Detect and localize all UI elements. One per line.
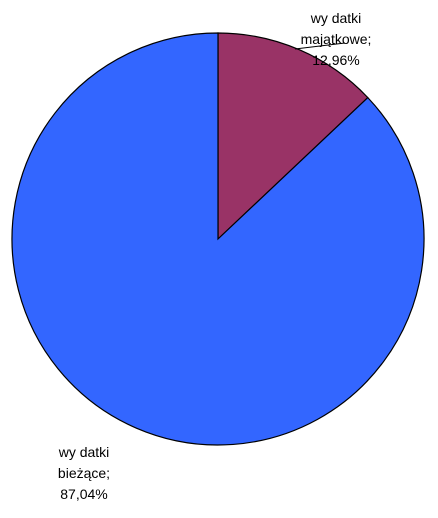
slice-label-majatkowe: wy datki majątkowe; 12,96% [276, 8, 396, 71]
pie-slice-majatkowe [217, 32, 369, 241]
slice-label-line: bieżące; [57, 465, 111, 481]
pie-slices [11, 32, 425, 446]
slice-label-leader-line [294, 42, 346, 50]
slice-label-line: majątkowe; [300, 31, 372, 47]
slice-label-line: wy datki [58, 444, 110, 460]
slice-label-value: 87,04% [60, 486, 108, 502]
slice-label-line: wy datki [310, 10, 362, 26]
pie-slice-biezace [11, 32, 425, 446]
slice-label-biezace: wy datki bieżące; 87,04% [34, 442, 134, 505]
slice-label-value: 12,96% [312, 52, 360, 68]
